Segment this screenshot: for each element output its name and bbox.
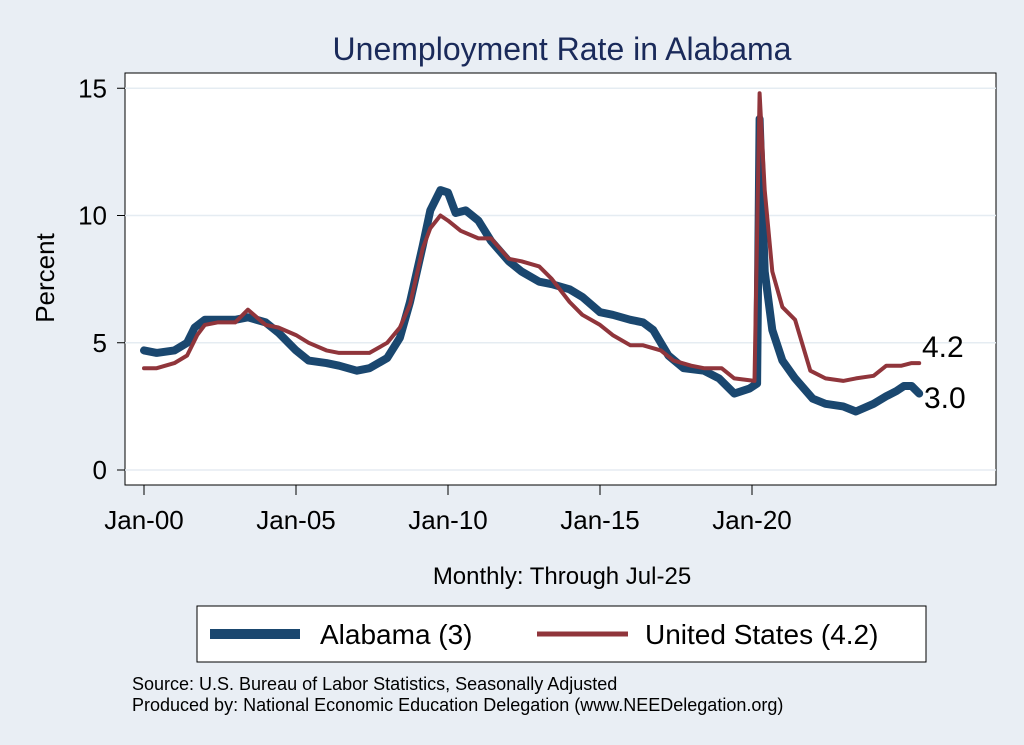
x-tick-label: Jan-20 (712, 505, 792, 535)
source-note: Source: U.S. Bureau of Labor Statistics,… (132, 674, 617, 694)
chart-title: Unemployment Rate in Alabama (333, 31, 792, 67)
grid-lines (125, 87, 996, 471)
x-tick-label: Jan-15 (560, 505, 640, 535)
y-tick-label: 10 (78, 201, 107, 231)
x-axis: Jan-00 Jan-05 Jan-10 Jan-15 Jan-20 (104, 485, 792, 535)
legend-label-united-states: United States (4.2) (645, 619, 878, 650)
series-line-united-states (142, 91, 922, 383)
series-lines (140, 91, 924, 416)
y-tick-label: 5 (93, 328, 107, 358)
x-tick-label: Jan-10 (408, 505, 488, 535)
x-axis-label: Monthly: Through Jul-25 (433, 563, 691, 590)
series-line-alabama (140, 114, 924, 416)
end-label-united-states: 4.2 (922, 331, 964, 364)
plot-area (124, 72, 997, 486)
x-tick-label: Jan-05 (256, 505, 336, 535)
legend-label-alabama: Alabama (3) (320, 619, 473, 650)
y-axis-label: Percent (30, 232, 60, 322)
x-tick-label: Jan-00 (104, 505, 184, 535)
y-axis: 0 5 10 15 (78, 73, 125, 485)
y-tick-label: 15 (78, 73, 107, 103)
end-label-alabama: 3.0 (924, 382, 966, 415)
legend: Alabama (3) United States (4.2) (196, 605, 927, 663)
produced-by-note: Produced by: National Economic Education… (132, 695, 783, 715)
y-tick-label: 0 (93, 455, 107, 485)
